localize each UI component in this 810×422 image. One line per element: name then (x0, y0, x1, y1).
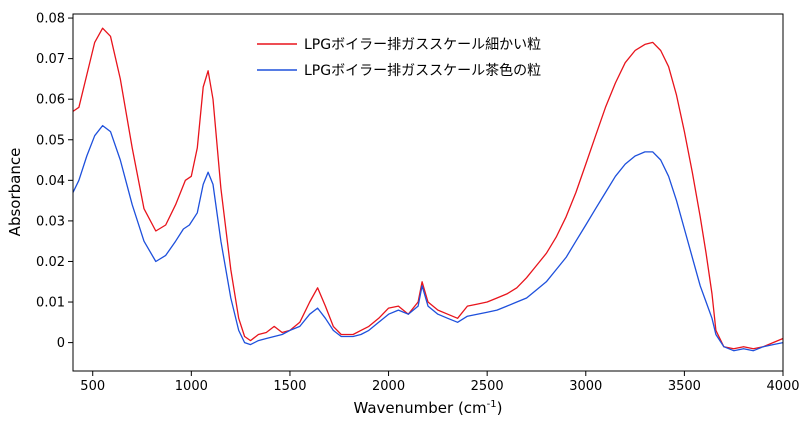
series-line-2 (72, 124, 784, 352)
x-tick-label: 2500 (471, 379, 504, 394)
y-axis: 0 0.01 0.02 0.03 0.04 0.05 0.06 0.07 0.08 (36, 12, 73, 351)
y-tick-label: 0.06 (36, 93, 65, 108)
legend: LPGボイラー排ガススケール細かい粒 LPGボイラー排ガススケール茶色の粒 (257, 37, 541, 79)
legend-label-1: LPGボイラー排ガススケール細かい粒 (304, 37, 541, 53)
plot-frame (72, 13, 784, 372)
y-tick-label: 0.02 (36, 255, 65, 270)
x-tick-label: 4000 (766, 379, 799, 394)
series-line-1 (72, 27, 784, 350)
y-axis-title: Absorbance (6, 148, 24, 237)
x-tick-label: 1000 (175, 379, 208, 394)
y-tick-label: 0.04 (36, 174, 65, 189)
x-tick-label: 1500 (273, 379, 306, 394)
plot-lines (72, 27, 784, 352)
y-tick-label: 0.05 (36, 133, 65, 148)
x-tick-label: 3500 (668, 379, 701, 394)
y-tick-label: 0.07 (36, 52, 65, 67)
y-tick-label: 0.01 (36, 296, 65, 311)
y-tick-label: 0.03 (36, 214, 65, 229)
x-tick-label: 2000 (372, 379, 405, 394)
x-tick-label: 500 (80, 379, 105, 394)
x-axis-title: Wavenumber (cm-1) (353, 399, 502, 417)
legend-label-2: LPGボイラー排ガススケール茶色の粒 (304, 62, 541, 79)
y-tick-label: 0 (57, 336, 65, 351)
x-tick-label: 3000 (569, 379, 602, 394)
x-axis: 500 1000 1500 2000 2500 3000 3500 4000 (80, 371, 800, 394)
y-tick-label: 0.08 (36, 12, 65, 27)
